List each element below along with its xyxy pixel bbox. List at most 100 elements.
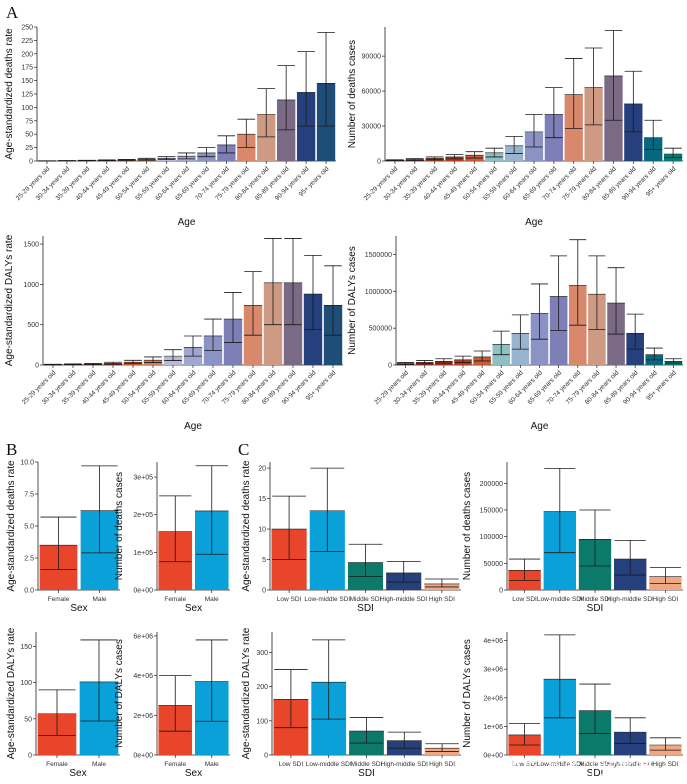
y-tick-label: 50 — [24, 716, 32, 723]
x-tick-label: Middle SDI — [579, 761, 611, 768]
x-axis-title: SDI — [357, 603, 374, 614]
x-tick-label: Male — [205, 761, 219, 768]
y-axis-title: Number of deaths cases — [347, 40, 358, 148]
panel-label-a: A — [6, 3, 19, 22]
x-tick-label: Male — [92, 761, 106, 768]
y-tick-label: 30000 — [362, 124, 382, 131]
x-tick-label: High-middle SDI — [380, 596, 428, 603]
y-axis-title: Age-standardized DALYs rate — [4, 234, 15, 366]
y-axis-title: Age-standardized DALYs rate — [6, 627, 17, 759]
bar — [624, 103, 643, 161]
x-tick-label: Female — [164, 596, 186, 603]
y-axis-title: Age-standardized deaths rate — [241, 460, 252, 592]
y-tick-label: 1000 — [23, 282, 39, 289]
y-tick-label: 500 — [27, 322, 39, 329]
x-axis-title: SDI — [358, 768, 375, 779]
y-tick-label: 2e+06 — [133, 713, 153, 720]
y-tick-label: 5 — [262, 557, 266, 564]
y-tick-label: 3e+05 — [133, 475, 153, 482]
x-axis-title: Sex — [185, 603, 202, 614]
y-tick-label: 250 — [21, 25, 33, 32]
x-tick-label: Low SDI — [512, 761, 537, 768]
chart-c2-sdi-deaths-cases: 0 50000 100000 150000 200000 Low SDI Low-middl… — [462, 462, 683, 614]
y-tick-label: 100 — [256, 718, 268, 725]
y-tick-label: 75 — [25, 118, 33, 125]
x-axis-title: SDI — [587, 768, 604, 779]
y-tick-label: 10.0 — [20, 460, 34, 467]
x-tick-label: High-middle SDI — [607, 596, 655, 603]
y-tick-label: 50000 — [484, 561, 504, 568]
x-tick-label: Low-middle SDI — [304, 596, 350, 603]
x-tick-label: Middle SDI — [579, 596, 611, 603]
y-tick-label: 100 — [21, 105, 33, 112]
x-tick-label: High SDI — [429, 596, 455, 603]
y-tick-label: 4e+06 — [483, 638, 503, 645]
y-tick-label: 0.0 — [24, 588, 34, 595]
y-tick-label: 2.5 — [24, 556, 34, 563]
y-tick-label: 0e+00 — [483, 753, 503, 760]
y-tick-label: 150 — [20, 644, 32, 651]
y-tick-label: 5.0 — [24, 524, 34, 531]
chart-c4-sdi-dalys-cases: 0e+00 1e+06 2e+06 3e+06 4e+06 Low SDI Low-midd… — [462, 632, 683, 779]
y-tick-label: 0 — [262, 588, 266, 595]
x-axis-title: SDI — [587, 603, 604, 614]
x-tick-label: Female — [48, 596, 70, 603]
x-axis-title: Sex — [70, 603, 87, 614]
y-tick-label: 2e+05 — [133, 512, 153, 519]
y-tick-label: 4e+06 — [133, 673, 153, 680]
y-tick-label: 1e+06 — [483, 724, 503, 731]
y-tick-label: 300 — [256, 650, 268, 657]
y-tick-label: 125 — [21, 92, 33, 99]
y-tick-label: 200 — [256, 684, 268, 691]
y-tick-label: 1000000 — [365, 289, 392, 296]
y-tick-label: 0e+00 — [133, 753, 153, 760]
y-tick-label: 0 — [29, 159, 33, 166]
panel-label-c: C — [238, 440, 249, 459]
x-tick-label: Middle SDI — [350, 596, 382, 603]
y-axis-title: Number of deaths cases — [462, 472, 473, 580]
y-axis-title: Number of DALYs cases — [347, 246, 358, 355]
x-axis-title: Age — [184, 421, 202, 432]
bar — [296, 92, 316, 161]
y-tick-label: 3e+06 — [483, 667, 503, 674]
y-axis-title: Number of deaths cases — [114, 472, 125, 580]
y-tick-label: 6e+06 — [133, 633, 153, 640]
y-tick-label: 1500 — [23, 242, 39, 249]
y-tick-label: 0 — [264, 753, 268, 760]
y-tick-label: 90000 — [362, 54, 382, 61]
y-tick-label: 1e+05 — [133, 550, 153, 557]
bar — [276, 99, 296, 161]
watermark: 知乎 @统计郑老师 — [503, 760, 653, 781]
y-tick-label: 0 — [35, 363, 39, 370]
y-tick-label: 2e+06 — [483, 695, 503, 702]
x-tick-label: Female — [46, 761, 68, 768]
x-tick-label: High SDI — [429, 761, 455, 768]
x-tick-label: Low-middle SDI — [537, 596, 583, 603]
y-tick-label: 175 — [21, 65, 33, 72]
x-tick-label: Middle SDI — [351, 761, 383, 768]
x-tick-label: Male — [205, 596, 219, 603]
y-tick-label: 0 — [377, 159, 381, 166]
y-tick-label: 100000 — [480, 534, 503, 541]
x-axis-title: Age — [178, 217, 196, 228]
y-tick-label: 150 — [21, 78, 33, 85]
y-tick-label: 50 — [25, 132, 33, 139]
x-tick-label: Low SDI — [277, 596, 302, 603]
panel-label-b: B — [6, 440, 17, 459]
x-tick-label: Male — [92, 596, 106, 603]
y-tick-label: 20 — [258, 466, 266, 473]
y-tick-label: 60000 — [362, 89, 382, 96]
x-axis-title: Age — [525, 217, 543, 228]
y-tick-label: 100 — [20, 680, 32, 687]
y-tick-label: 10 — [258, 527, 266, 534]
y-axis-title: Number of DALYs cases — [114, 639, 125, 748]
y-tick-label: 1500000 — [365, 252, 392, 259]
bar — [257, 114, 276, 161]
x-axis-title: Sex — [69, 768, 86, 779]
